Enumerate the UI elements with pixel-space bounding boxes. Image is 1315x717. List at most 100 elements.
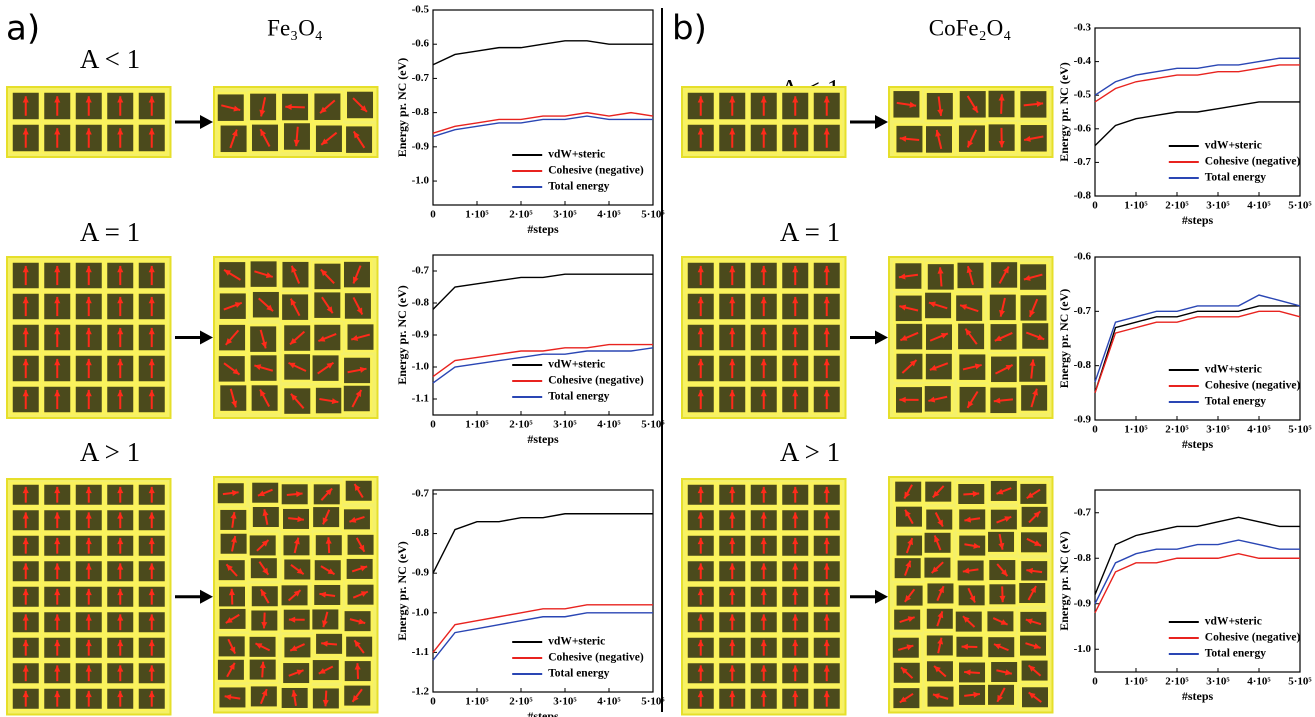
y-tick-label: -0.7 (1074, 305, 1092, 317)
arrow-head (697, 512, 704, 519)
arrow-head (1029, 309, 1036, 317)
arrow-head (54, 537, 61, 545)
y-axis-label: Energy pr. NC (eV) (395, 285, 409, 385)
plot-frame (1094, 256, 1301, 421)
x-tick-label: 2·10⁵ (1165, 200, 1189, 212)
arrow-head (290, 393, 298, 401)
arrow-head (85, 563, 92, 570)
x-tick-label: 0 (1092, 676, 1098, 688)
arrow-head (360, 565, 368, 572)
arrow-head (729, 265, 736, 273)
arrow-head (322, 517, 329, 525)
plot-frame (432, 9, 654, 206)
y-axis-label: Energy pr. NC (eV) (1057, 531, 1071, 631)
y-tick-label: -1.2 (412, 686, 430, 698)
x-tick-label: 5·10⁵ (1288, 200, 1312, 212)
arrow-head (961, 643, 968, 650)
arrow-head (967, 140, 974, 148)
arrow-head (899, 696, 907, 703)
arrow-head (148, 665, 155, 672)
arrow-head (117, 512, 124, 519)
row-label: A < 1 (80, 44, 140, 74)
arrow-head (729, 327, 736, 335)
y-tick-label: -0.7 (1074, 506, 1092, 518)
nanocube (345, 321, 377, 353)
arrow-head (54, 563, 61, 570)
y-tick-label: -0.7 (412, 72, 430, 84)
y-tick-label: -0.8 (1074, 190, 1092, 202)
x-tick-label: 2·10⁵ (509, 696, 533, 708)
arrow-head (117, 665, 124, 672)
arrow-head (22, 537, 29, 545)
x-tick-label: 3·10⁵ (1206, 200, 1230, 212)
arrow-head (85, 389, 92, 397)
arrow-head (729, 563, 736, 570)
y-tick-label: -0.6 (1074, 122, 1092, 134)
arrow-head (907, 616, 915, 623)
arrow-head (1037, 334, 1045, 340)
arrow-head (54, 128, 61, 135)
legend-label: vdW+steric (548, 636, 605, 648)
arrow-head (998, 141, 1005, 148)
arrow-head (962, 616, 970, 623)
arrow-head (293, 537, 300, 545)
arrow-head (291, 690, 298, 697)
legend-label: Total energy (548, 181, 609, 193)
cube-block (888, 476, 1054, 714)
arrow-head (352, 695, 359, 702)
arrow-head (85, 327, 92, 335)
arrow-head (85, 537, 92, 545)
arrow-head (331, 398, 339, 405)
arrow-head (293, 139, 300, 147)
arrow-head (729, 588, 736, 596)
arrow-head (940, 333, 948, 339)
y-tick-label: -0.9 (1074, 414, 1092, 426)
arrow-head (117, 537, 124, 545)
cube-block (6, 256, 172, 419)
arrow-head (899, 135, 907, 142)
x-axis-label: #steps (1182, 213, 1214, 227)
arrow-head (934, 535, 940, 543)
arrow-head (356, 307, 363, 315)
series-line (432, 604, 653, 653)
arrow-head (899, 396, 906, 403)
arrow-head (1000, 619, 1008, 625)
arrow-head (792, 639, 799, 647)
row-label: A = 1 (780, 217, 840, 247)
arrow-head (792, 96, 799, 103)
arrow-head (760, 358, 767, 366)
arrow-head (359, 366, 367, 373)
arrow-head (259, 661, 266, 669)
plot-frame (432, 254, 654, 416)
arrow-head (1032, 388, 1038, 396)
arrow-head (971, 105, 978, 113)
arrow-head (148, 96, 155, 103)
arrow-head (729, 690, 736, 698)
arrow-head (760, 128, 767, 135)
arrow-head (935, 129, 942, 137)
arrow-head (993, 643, 1001, 650)
cube-block (213, 86, 379, 158)
arrow-head (225, 338, 233, 345)
arrow-head (966, 266, 973, 274)
arrow-head (697, 588, 704, 596)
x-tick-label: 2·10⁵ (1165, 676, 1189, 688)
x-tick-label: 3·10⁵ (1206, 676, 1230, 688)
arrow-head (904, 595, 912, 602)
y-tick-label: -0.9 (412, 329, 430, 341)
arrow-head (290, 298, 297, 306)
x-axis-label: #steps (1182, 689, 1214, 703)
arrow-head (823, 486, 830, 494)
arrow-head (1028, 665, 1036, 672)
arrow-head (965, 328, 972, 336)
nanocube (215, 91, 247, 124)
arrow-head (994, 335, 1002, 341)
y-axis-label: Energy pr. NC (eV) (1057, 289, 1071, 389)
arrow-head (823, 690, 830, 698)
series-line (432, 111, 654, 134)
arrow-head (937, 267, 944, 274)
x-tick-label: 2·10⁵ (509, 419, 533, 431)
arrow-head (325, 488, 333, 496)
arrow-head (85, 296, 92, 304)
arrow-head (117, 296, 124, 304)
